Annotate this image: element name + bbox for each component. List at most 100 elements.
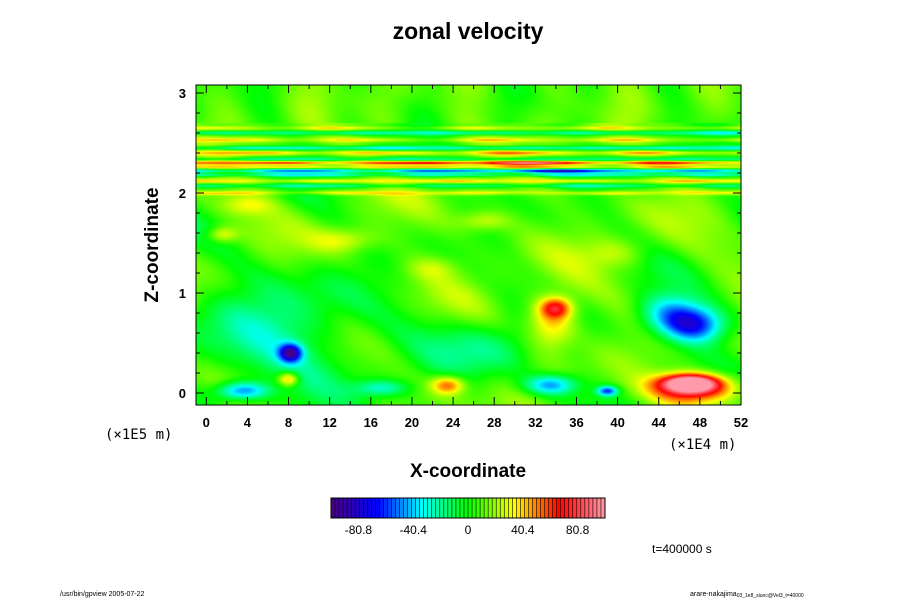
colorbar-swatch bbox=[395, 498, 400, 518]
x-axis: 0 4 8 12 16 20 24 28 32 36 40 44 48 52 bbox=[203, 85, 748, 430]
colorbar-swatch bbox=[415, 498, 420, 518]
x-tick-label: 32 bbox=[528, 415, 542, 430]
plot-frame bbox=[195, 84, 742, 406]
colorbar-swatch bbox=[331, 498, 336, 518]
colorbar-swatch bbox=[451, 498, 457, 518]
x-tick-label: 16 bbox=[364, 415, 378, 430]
colorbar-swatch bbox=[407, 498, 412, 518]
colorbar-swatch bbox=[335, 498, 340, 518]
colorbar-swatch bbox=[572, 498, 578, 518]
colorbar-swatch bbox=[375, 498, 380, 518]
colorbar-swatch bbox=[351, 498, 356, 518]
x-scale-note: (×1E4 m) bbox=[669, 437, 736, 453]
colorbar-swatch bbox=[564, 498, 570, 518]
colorbar-swatch bbox=[468, 498, 473, 518]
x-tick-label: 12 bbox=[322, 415, 336, 430]
colorbar-swatch bbox=[472, 498, 477, 518]
y-tick-label: 0 bbox=[179, 386, 186, 401]
footer-left: /usr/bin/gpview 2005-07-22 bbox=[60, 591, 145, 598]
colorbar-swatch bbox=[387, 498, 392, 518]
colorbar-swatch bbox=[419, 498, 424, 518]
x-axis-label: X-coordinate bbox=[410, 461, 526, 482]
colorbar-swatch bbox=[588, 498, 594, 518]
colorbar-swatch bbox=[584, 498, 590, 518]
colorbar-swatch bbox=[560, 498, 566, 518]
heatmap-field bbox=[196, 85, 741, 405]
colorbar-swatch bbox=[576, 498, 582, 518]
colorbar-swatch bbox=[411, 498, 416, 518]
colorbar-swatch bbox=[399, 498, 404, 518]
colorbar-swatch bbox=[343, 498, 348, 518]
x-tick-label: 4 bbox=[244, 415, 252, 430]
colorbar-tick-label: -80.8 bbox=[345, 523, 373, 537]
colorbar-swatch bbox=[379, 498, 384, 518]
chart-title: zonal velocity bbox=[393, 18, 544, 44]
colorbar-swatch bbox=[520, 498, 525, 518]
colorbar-tick-label: 80.8 bbox=[566, 523, 590, 537]
y-tick-label: 1 bbox=[179, 286, 186, 301]
colorbar-swatch bbox=[463, 498, 469, 518]
x-tick-label: 44 bbox=[652, 415, 667, 430]
colorbar-swatch bbox=[435, 498, 441, 518]
colorbar-swatch bbox=[556, 498, 561, 518]
colorbar-swatch bbox=[496, 498, 501, 518]
colorbar-swatch bbox=[568, 498, 574, 518]
colorbar-swatch bbox=[355, 498, 360, 518]
colorbar-swatch bbox=[391, 498, 396, 518]
colorbar-swatch bbox=[359, 498, 364, 518]
colorbar-swatch bbox=[532, 498, 537, 518]
colorbar-swatch bbox=[512, 498, 517, 518]
colorbar-swatch bbox=[480, 498, 485, 518]
colorbar-swatch bbox=[540, 498, 545, 518]
colorbar-swatch bbox=[363, 498, 368, 518]
colorbar-swatch bbox=[383, 498, 388, 518]
colorbar-swatch bbox=[536, 498, 541, 518]
y-axis: 0 1 2 3 bbox=[179, 86, 741, 401]
colorbar-swatch bbox=[500, 498, 505, 518]
colorbar-swatch bbox=[596, 498, 602, 518]
colorbar-swatch bbox=[476, 498, 481, 518]
colorbar-swatch bbox=[367, 498, 372, 518]
colorbar-swatch bbox=[447, 498, 453, 518]
colorbar-swatch bbox=[544, 498, 549, 518]
colorbar-swatch bbox=[439, 498, 445, 518]
time-label: t=400000 s bbox=[652, 542, 712, 556]
colorbar-swatch bbox=[504, 498, 509, 518]
colorbar-swatch bbox=[524, 498, 529, 518]
x-tick-label: 48 bbox=[693, 415, 707, 430]
x-tick-label: 28 bbox=[487, 415, 501, 430]
colorbar-swatch bbox=[516, 498, 521, 518]
colorbar-swatch bbox=[443, 498, 449, 518]
colorbar-swatch bbox=[459, 498, 465, 518]
colorbar-swatch bbox=[403, 498, 408, 518]
colorbar-tick-label: 0 bbox=[465, 523, 472, 537]
x-tick-label: 8 bbox=[285, 415, 292, 430]
colorbar-swatch bbox=[528, 498, 533, 518]
colorbar-swatch bbox=[371, 498, 376, 518]
colorbar-tick-label: 40.4 bbox=[511, 523, 535, 537]
x-tick-label: 24 bbox=[446, 415, 461, 430]
colorbar-swatch bbox=[484, 498, 489, 518]
colorbar-swatch bbox=[423, 498, 429, 518]
y-scale-note: (×1E5 m) bbox=[105, 427, 172, 443]
colorbar-swatch bbox=[347, 498, 352, 518]
x-tick-label: 40 bbox=[610, 415, 624, 430]
y-tick-label: 3 bbox=[179, 86, 186, 101]
colorbar-swatch bbox=[548, 498, 553, 518]
colorbar-swatch bbox=[552, 498, 557, 518]
colorbar-tick-label: -40.4 bbox=[400, 523, 428, 537]
colorbar-swatch bbox=[592, 498, 598, 518]
colorbar-swatch bbox=[431, 498, 437, 518]
colorbar-swatch bbox=[427, 498, 433, 518]
x-tick-label: 52 bbox=[734, 415, 748, 430]
x-tick-label: 36 bbox=[569, 415, 583, 430]
y-axis-label: Z-coordinate bbox=[142, 187, 163, 302]
heatmap-plot bbox=[195, 84, 742, 406]
colorbar-swatch bbox=[339, 498, 344, 518]
footer-right: arare-nakajima03_1e8_siunc@Vel3_t=40000 bbox=[690, 591, 804, 599]
colorbar: -80.8 -40.4 0 40.4 80.8 bbox=[330, 497, 606, 537]
y-tick-label: 2 bbox=[179, 186, 186, 201]
colorbar-swatch bbox=[488, 498, 493, 518]
colorbar-swatch bbox=[600, 498, 606, 518]
